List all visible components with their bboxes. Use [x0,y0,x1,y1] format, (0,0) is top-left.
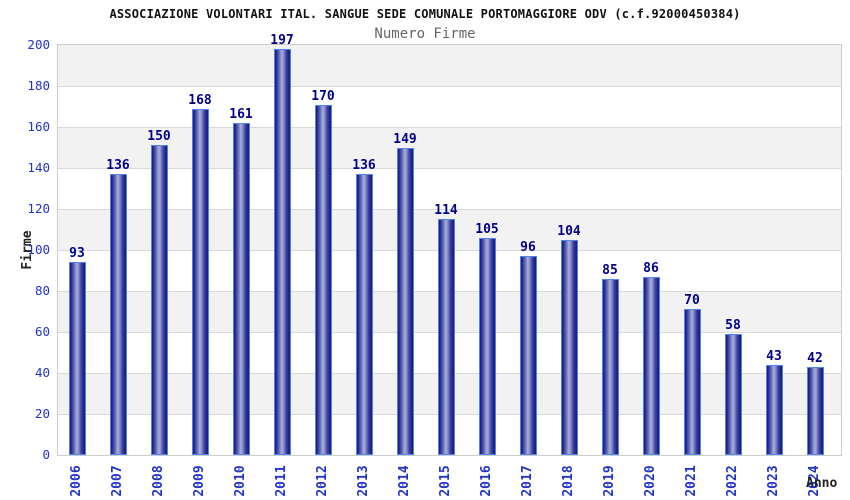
bar-2012 [315,105,332,455]
bar-2024 [807,367,824,455]
x-tick-label: 2006 [69,465,84,497]
bar-2020 [643,277,660,455]
bar-2017 [520,256,537,455]
y-tick-label: 140 [27,160,50,175]
grid-band [58,86,841,127]
bar-2014 [397,148,414,455]
x-tick-label: 2007 [110,465,125,497]
bar-value-label: 136 [106,158,130,173]
grid-band [58,45,841,86]
bar-value-label: 170 [311,89,335,104]
bar-value-label: 86 [643,261,659,276]
bar-2019 [602,279,619,455]
plot-area: 93 136 150 168 161 197 170 136 149 114 105 96 104 85 8… [57,34,842,456]
x-tick-label: 2013 [356,465,371,497]
x-tick-label: 2014 [397,465,412,497]
bar-value-label: 96 [520,240,536,255]
bar-2016 [479,238,496,455]
bar-value-label: 197 [270,33,294,48]
x-tick-label: 2010 [233,465,248,497]
bar-value-label: 105 [475,222,499,237]
bar-value-label: 93 [69,246,85,261]
y-tick-label: 40 [34,365,50,380]
x-tick-label: 2011 [274,465,289,497]
y-tick-label: 60 [34,324,50,339]
x-tick-label: 2016 [479,465,494,497]
bar-value-label: 136 [352,158,376,173]
bar-2018 [561,240,578,455]
bar-value-label: 168 [188,93,212,108]
x-tick-label: 2022 [725,465,740,497]
bar-value-label: 104 [557,224,581,239]
y-tick-label: 20 [34,406,50,421]
grid-band [58,127,841,168]
bar-2011 [274,49,291,455]
bar-value-label: 70 [684,293,700,308]
x-tick-label: 2015 [438,465,453,497]
bar-value-label: 161 [229,107,253,122]
bar-value-label: 42 [807,351,823,366]
bar-2009 [192,109,209,455]
chart-title: ASSOCIAZIONE VOLONTARI ITAL. SANGUE SEDE… [109,7,741,21]
bar-value-label: 85 [602,263,618,278]
x-tick-label: 2012 [315,465,330,497]
bar-value-label: 43 [766,349,782,364]
bar-2013 [356,174,373,455]
y-tick-label: 160 [27,119,50,134]
x-tick-label: 2009 [192,465,207,497]
x-tick-label: 2019 [602,465,617,497]
bar-2022 [725,334,742,455]
bar-2006 [69,262,86,455]
bar-2010 [233,123,250,455]
x-tick-label: 2008 [151,465,166,497]
grid-band [58,168,841,209]
x-tick-label: 2021 [684,465,699,497]
x-tick-label: 2023 [766,465,781,497]
x-axis-title: Anno [806,476,838,491]
y-tick-label: 200 [27,37,50,52]
bar-value-label: 150 [147,129,171,144]
bar-2023 [766,365,783,455]
y-tick-label: 180 [27,78,50,93]
bar-value-label: 149 [393,132,417,147]
y-tick-label: 100 [27,242,50,257]
bar-2021 [684,309,701,455]
bar-2008 [151,145,168,455]
bar-value-label: 114 [434,203,458,218]
x-tick-label: 2020 [643,465,658,497]
y-tick-label: 80 [34,283,50,298]
x-tick-label: 2018 [561,465,576,497]
bar-value-label: 58 [725,318,741,333]
x-tick-label: 2017 [520,465,535,497]
chart-subtitle: Numero Firme [374,26,476,42]
bar-2007 [110,174,127,455]
bar-2015 [438,219,455,455]
y-tick-label: 120 [27,201,50,216]
y-tick-label: 0 [42,447,50,462]
